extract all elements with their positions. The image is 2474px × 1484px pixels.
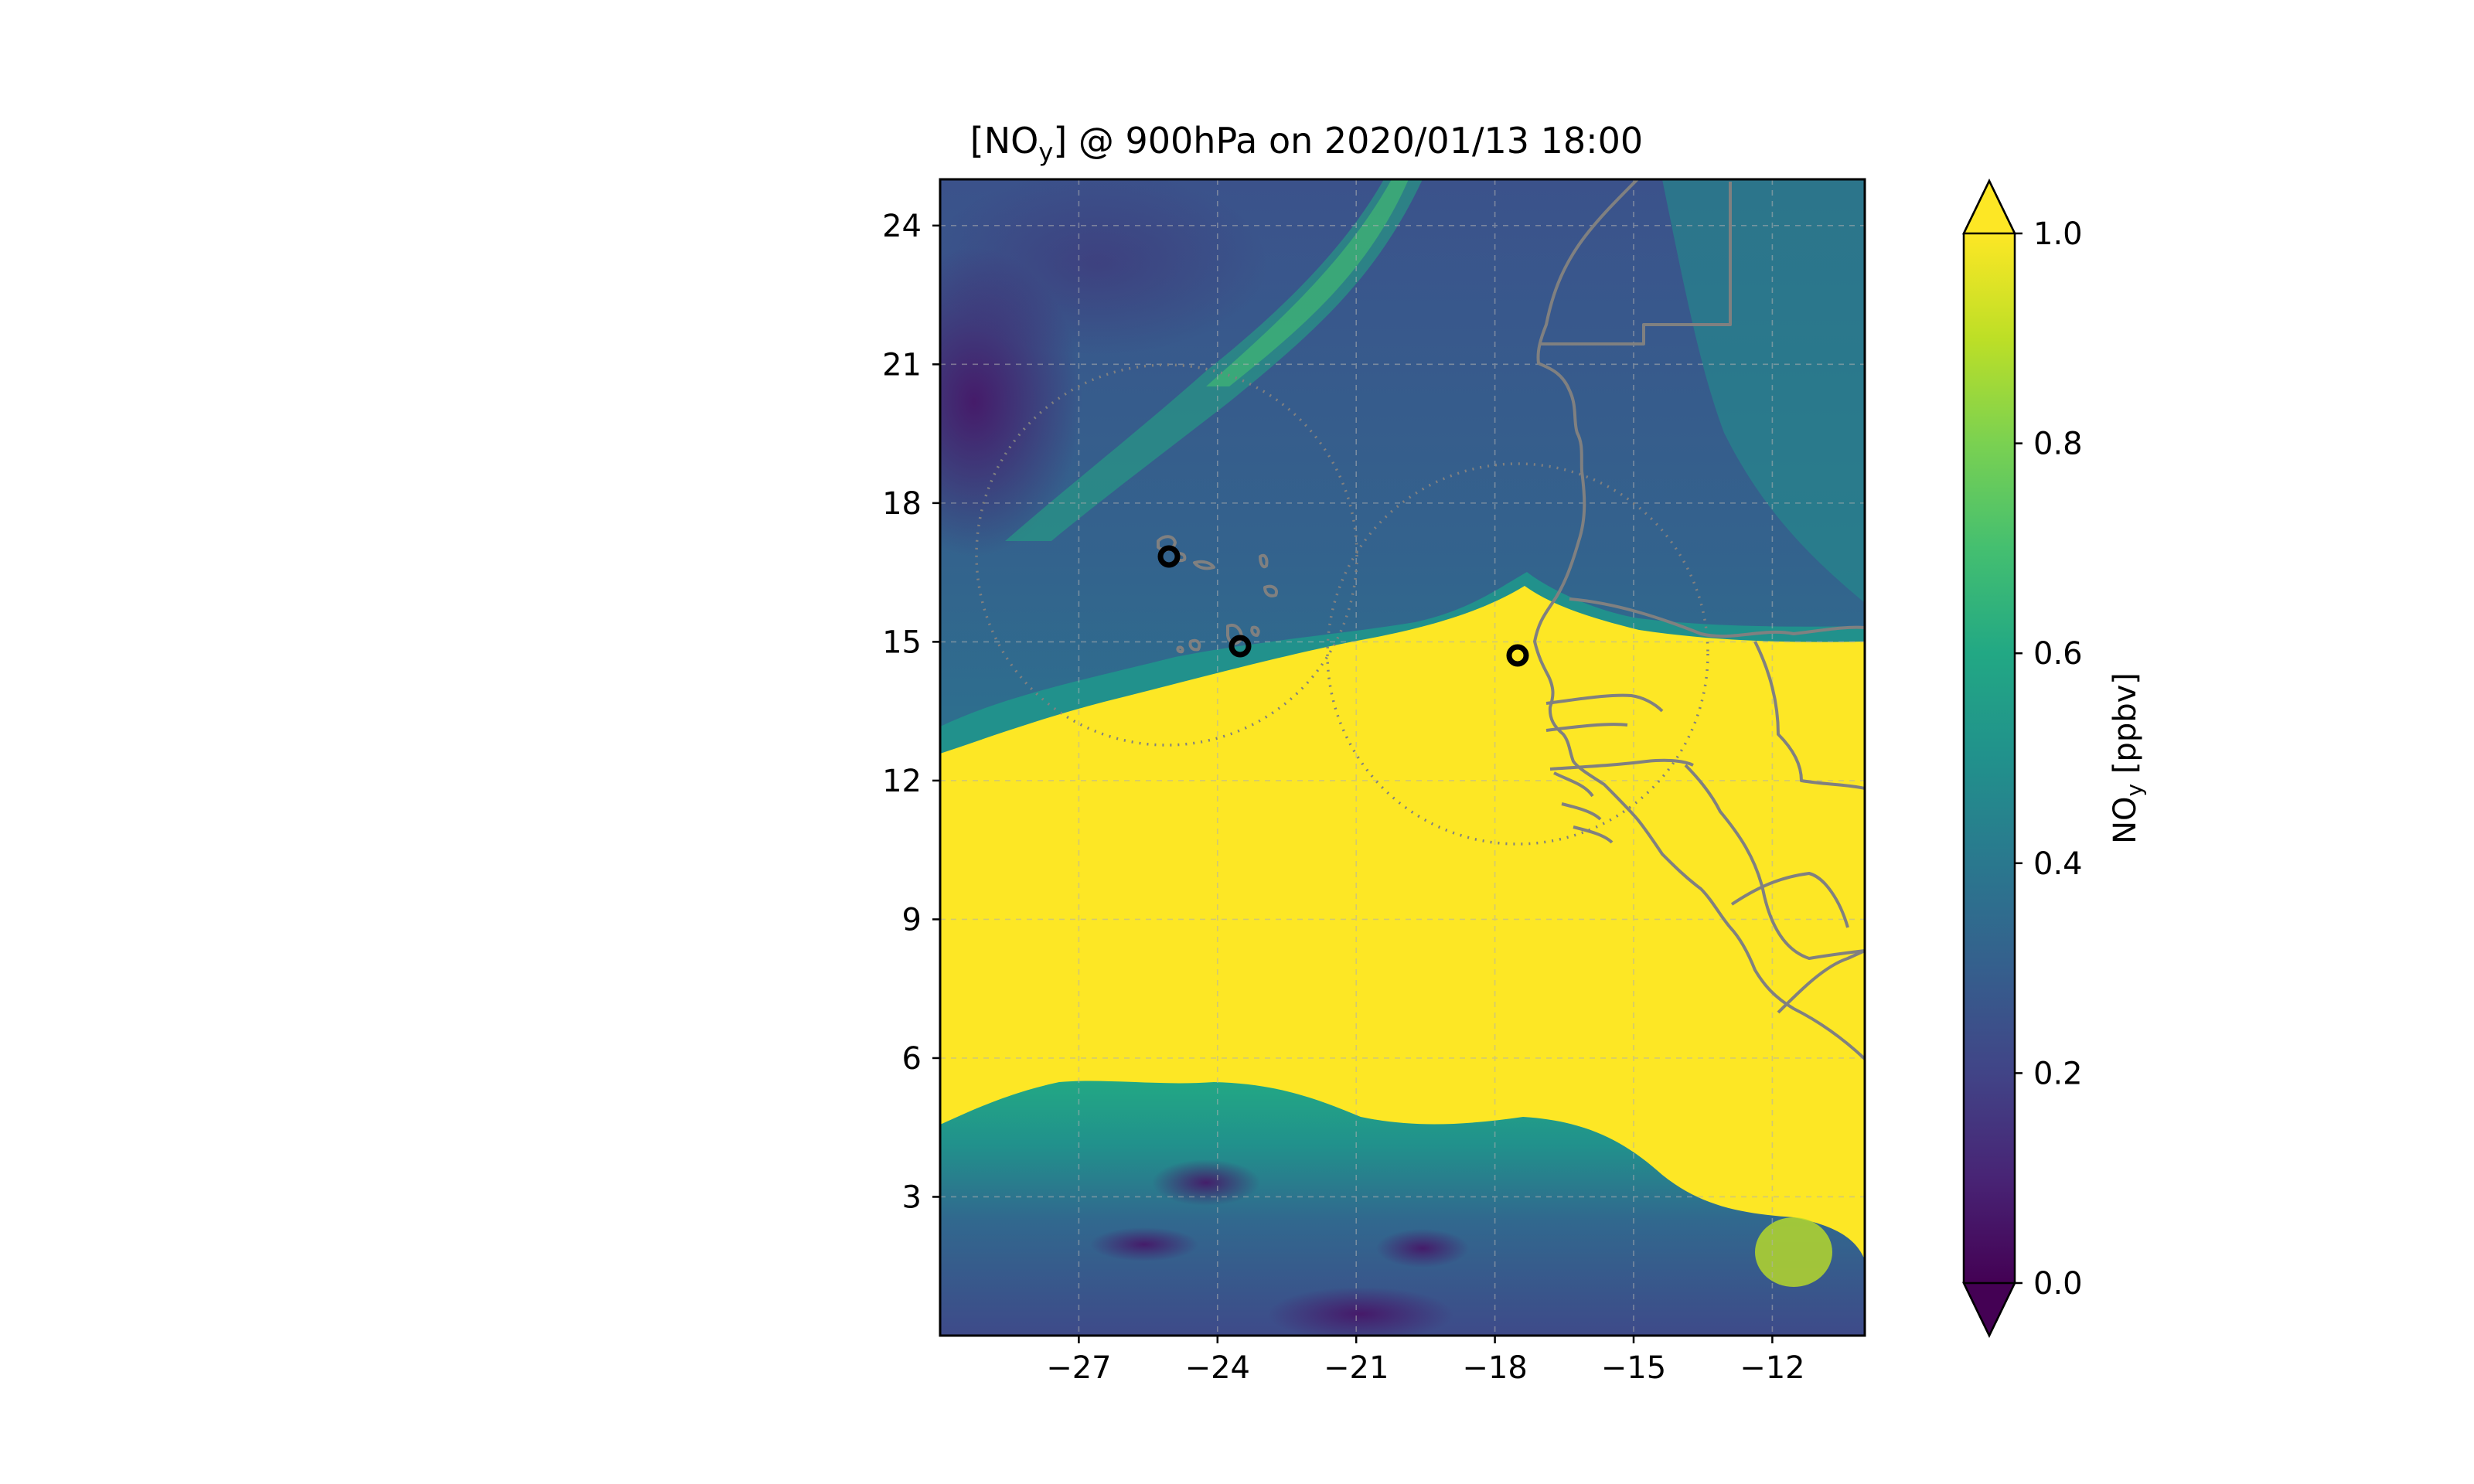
x-tick-label: −21 — [1324, 1350, 1389, 1386]
y-tick-label: 24 — [882, 209, 922, 244]
border-gambia — [1545, 693, 1664, 732]
island-boa-vista — [1263, 584, 1278, 597]
island-fogo — [1188, 638, 1201, 652]
colorbar-tick-label: 0.8 — [2033, 427, 2083, 462]
y-tick-label: 12 — [882, 764, 922, 799]
field-low-s1 — [1152, 1159, 1260, 1206]
field-low-s4 — [1090, 1227, 1198, 1261]
map-panel — [940, 179, 1865, 1336]
field-plume — [1005, 179, 1423, 541]
field-low-n — [940, 179, 1268, 356]
site-marker-1 — [1157, 545, 1181, 568]
colorbar-tick-label: 0.4 — [2033, 846, 2083, 882]
colorbar-label: NOy [ppbv] — [2108, 672, 2147, 844]
border-guinea — [1684, 764, 1865, 960]
y-tick-label: 9 — [902, 902, 922, 938]
border-guinea-bissau — [1549, 758, 1694, 771]
y-axis: 3 6 9 12 15 18 21 24 — [882, 209, 940, 1215]
colorbar-tick-label: 0.2 — [2033, 1056, 2083, 1091]
colorbar: 0.0 0.2 0.4 0.6 0.8 1.0 NOy [ppbv] — [1962, 179, 2147, 1338]
island-sao-nicolau — [1193, 560, 1215, 570]
y-tick-label: 3 — [902, 1179, 922, 1215]
field-plume-core — [1206, 179, 1409, 386]
site-marker-2 — [1228, 635, 1252, 658]
gridlines — [940, 179, 1865, 1336]
coastlines — [1157, 179, 1865, 1060]
field-east — [1662, 179, 1865, 603]
range-ring-cape-verde — [975, 363, 1358, 747]
y-tick-label: 6 — [902, 1041, 922, 1077]
colorbar-tick-label: 1.0 — [2033, 216, 2083, 252]
colorbar-extend-max — [1962, 179, 2016, 235]
field-south — [940, 1081, 1865, 1336]
y-tick-label: 15 — [882, 625, 922, 660]
x-tick-label: −24 — [1185, 1350, 1250, 1386]
map-title: [NOy] @ 900hPa on 2020/01/13 18:00 — [970, 120, 1643, 167]
bijagos-islands — [1553, 771, 1614, 844]
site-marker-3 — [1506, 644, 1529, 667]
island-sal — [1259, 553, 1269, 569]
x-tick-label: −12 — [1740, 1350, 1804, 1386]
field-low-s2 — [1376, 1229, 1469, 1268]
field-high-se — [1755, 1217, 1832, 1287]
border-mauritania-south — [1569, 597, 1865, 638]
colorbar-tick-label: 0.6 — [2033, 636, 2083, 672]
colorbar-body — [1964, 233, 2015, 1283]
border-sierra-leone — [1730, 872, 1849, 928]
border-western-sahara — [1540, 182, 1732, 345]
site-markers — [1157, 545, 1529, 667]
x-tick-label: −15 — [1601, 1350, 1666, 1386]
colorbar-extend-min — [1962, 1281, 2016, 1338]
border-mali — [1753, 641, 1865, 790]
x-axis: −27 −24 −21 −18 −15 −12 — [1046, 1336, 1805, 1386]
island-brava — [1176, 645, 1184, 654]
y-tick-label: 21 — [882, 347, 922, 383]
colorbar-tick-label: 0.0 — [2033, 1266, 2083, 1302]
africa-coast — [1533, 179, 1865, 1060]
border-liberia — [1777, 949, 1865, 1014]
y-tick-label: 18 — [882, 486, 922, 522]
x-tick-label: −18 — [1462, 1350, 1527, 1386]
x-tick-label: −27 — [1046, 1350, 1111, 1386]
island-maio — [1250, 625, 1260, 637]
colorbar-ticks: 0.0 0.2 0.4 0.6 0.8 1.0 — [2015, 216, 2083, 1302]
range-ring-dakar — [1326, 462, 1709, 846]
field-low-s3 — [1268, 1287, 1453, 1336]
map-frame — [939, 178, 1866, 1337]
